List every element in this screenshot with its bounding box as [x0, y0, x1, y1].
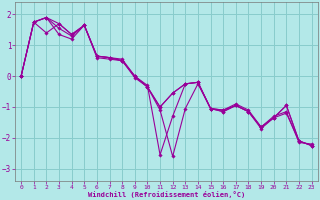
X-axis label: Windchill (Refroidissement éolien,°C): Windchill (Refroidissement éolien,°C): [88, 191, 245, 198]
